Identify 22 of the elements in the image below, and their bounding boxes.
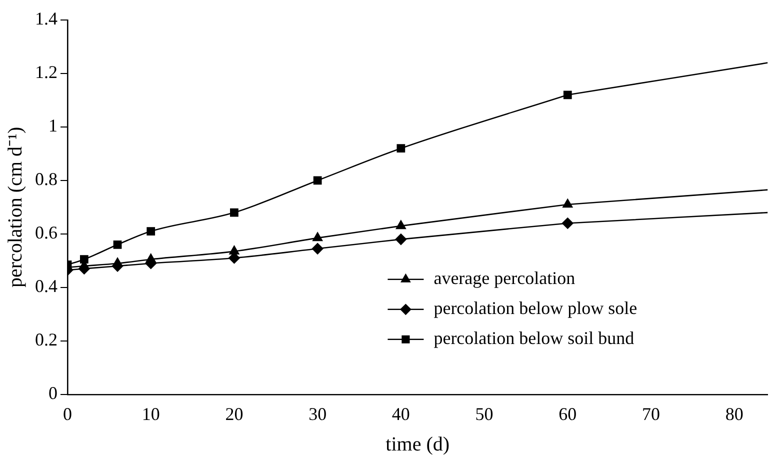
x-tick-label: 10 [142,404,160,424]
x-tick-label: 40 [392,404,410,424]
y-tick-label: 0.8 [35,169,58,190]
x-tick-label: 60 [558,404,577,424]
x-tick-label: 20 [225,404,244,424]
y-tick-label: 1 [48,116,58,136]
x-tick-label: 30 [308,404,327,424]
y-axis-title: percolation (cm d⁻¹) [4,126,26,288]
x-tick-label: 80 [725,404,744,424]
x-tick-label: 50 [475,404,494,424]
legend-label: average percolation [434,268,576,288]
x-axis-title: time (d) [386,433,450,456]
legend-label: percolation below soil bund [434,328,634,348]
x-tick-label: 70 [642,404,660,424]
y-tick-label: 0 [48,383,58,404]
legend-label: percolation below plow sole [434,298,638,318]
y-tick-label: 0.6 [35,222,58,243]
y-tick-label: 1.4 [35,8,58,29]
y-tick-label: 0.2 [35,330,58,350]
y-tick-label: 1.2 [35,62,58,82]
x-tick-label: 0 [63,404,72,424]
y-tick-label: 0.4 [35,276,58,296]
